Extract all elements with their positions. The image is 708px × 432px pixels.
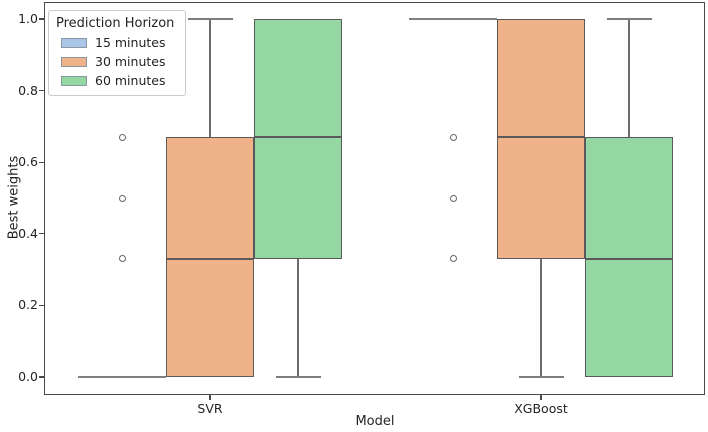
- box-svr-30-minutes: [166, 137, 254, 377]
- x-axis-tick: [540, 395, 542, 400]
- legend-title: Prediction Horizon: [56, 16, 175, 31]
- box-svr-30-minutes-median: [166, 258, 254, 260]
- y-tick-label: 1.0: [18, 11, 38, 26]
- x-axis-label: Model: [355, 414, 395, 429]
- y-axis-tick: [39, 161, 44, 163]
- box-xgboost-15-minutes-collapsed: [409, 17, 497, 21]
- box-xgboost-30-minutes: [497, 19, 585, 259]
- legend-swatch-30-minutes-icon: [61, 56, 87, 67]
- y-axis-label: Best weights: [6, 155, 22, 240]
- box-xgboost-30-minutes-median: [497, 136, 585, 138]
- box-svr-15-minutes-outlier: [118, 255, 126, 263]
- box-svr-15-minutes-outlier: [118, 194, 126, 202]
- legend-item-60-minutes: 60 minutes: [55, 71, 179, 90]
- box-xgboost-15-minutes-outlier: [449, 133, 457, 141]
- y-tick-label: 0.4: [18, 225, 38, 241]
- x-tick-label: SVR: [197, 401, 223, 416]
- y-tick-label: 0.0: [18, 369, 38, 384]
- legend-item-label: 15 minutes: [95, 35, 166, 50]
- y-axis-tick: [39, 18, 44, 20]
- y-axis-tick: [39, 90, 44, 92]
- box-svr-60-minutes: [254, 19, 342, 259]
- y-axis-tick: [39, 233, 44, 235]
- y-tick-label: 0.2: [18, 297, 38, 313]
- box-svr-60-minutes-cap-lower: [275, 376, 321, 378]
- box-svr-30-minutes-cap-upper: [187, 18, 233, 20]
- box-xgboost-30-minutes-whisker-lower: [540, 258, 542, 377]
- y-tick-label: 0.8: [18, 82, 38, 98]
- box-svr-15-minutes-collapsed: [78, 375, 166, 379]
- x-tick-label: XGBoost: [514, 401, 568, 416]
- legend-item-15-minutes: 15 minutes: [55, 33, 179, 52]
- box-xgboost-15-minutes-outlier: [449, 255, 457, 263]
- box-svr-15-minutes-outlier: [118, 133, 126, 141]
- box-xgboost-60-minutes-median: [585, 258, 673, 260]
- legend-item-label: 30 minutes: [95, 54, 166, 69]
- legend-item-label: 60 minutes: [95, 73, 166, 88]
- box-xgboost-60-minutes-cap-upper: [606, 18, 652, 20]
- box-svr-60-minutes-whisker-lower: [297, 258, 299, 377]
- legend-item-30-minutes: 30 minutes: [55, 52, 179, 71]
- box-xgboost-60-minutes-whisker-upper: [628, 19, 630, 138]
- y-axis-tick: [39, 376, 44, 378]
- box-xgboost-15-minutes-outlier: [449, 194, 457, 202]
- box-svr-60-minutes-median: [254, 136, 342, 138]
- y-tick-label: 0.6: [18, 154, 38, 170]
- x-axis-tick: [209, 395, 211, 400]
- box-xgboost-30-minutes-cap-lower: [518, 376, 564, 378]
- y-axis-tick: [39, 304, 44, 306]
- box-svr-30-minutes-whisker-upper: [209, 19, 211, 138]
- legend-swatch-15-minutes-icon: [61, 37, 87, 48]
- box-xgboost-60-minutes: [585, 137, 673, 377]
- legend: Prediction Horizon 15 minutes 30 minutes…: [48, 10, 186, 96]
- legend-swatch-60-minutes-icon: [61, 75, 87, 86]
